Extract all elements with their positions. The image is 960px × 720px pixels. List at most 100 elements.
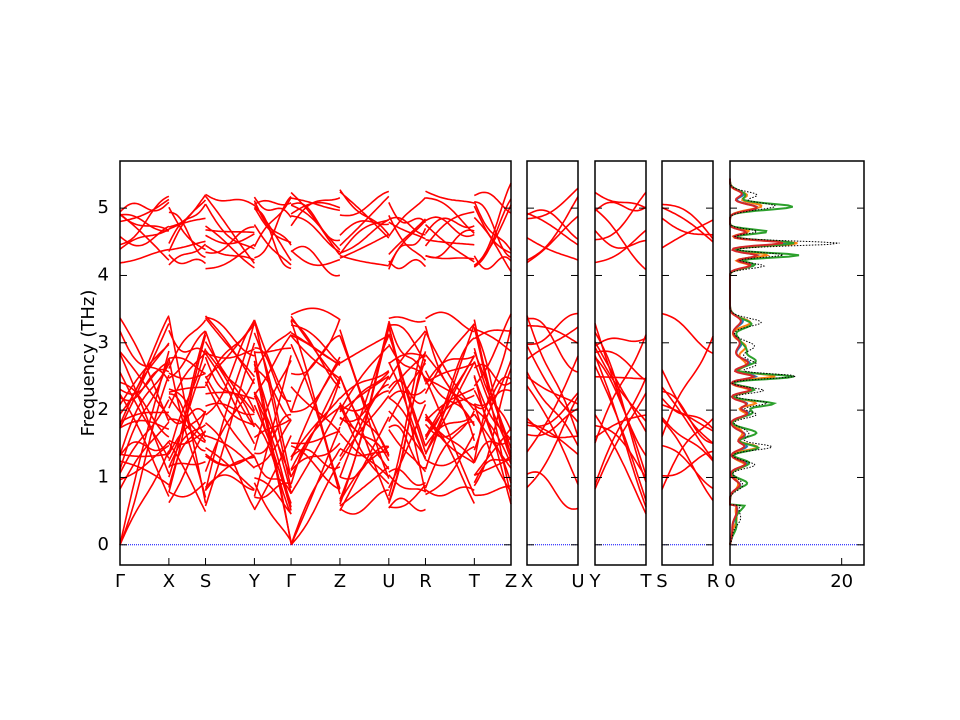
band-main-band-line xyxy=(473,329,511,340)
band-x-u-band-line xyxy=(526,215,579,264)
band-main-band-line xyxy=(119,201,170,213)
band-s-r-band-line xyxy=(661,386,714,460)
band-main-band-line xyxy=(119,381,170,438)
band-s-r-band-line xyxy=(662,450,714,477)
band-x-u-frame xyxy=(526,160,579,566)
band-main-band-line xyxy=(339,445,389,480)
band-y-t-band-line xyxy=(594,201,647,212)
band-main-band-line xyxy=(119,421,170,490)
band-main-band-line xyxy=(205,243,255,270)
band-main-band-line xyxy=(339,190,390,217)
band-main-band-line xyxy=(473,389,512,505)
band-main-band-line xyxy=(425,486,475,497)
band-main-band-line xyxy=(339,233,390,259)
band-main-band-line xyxy=(119,195,170,246)
band-main-band-line xyxy=(204,203,255,250)
band-main-x-label: X xyxy=(163,571,175,592)
band-y-t-band-line xyxy=(594,337,647,347)
band-main-band-line xyxy=(119,419,170,431)
band-y-t-band-line xyxy=(594,331,647,483)
band-main-band-line xyxy=(205,316,255,357)
band-main-band-line xyxy=(204,422,256,510)
band-y-t-band-line xyxy=(594,377,647,485)
band-main-band-line xyxy=(119,368,170,402)
band-main-band-line xyxy=(339,370,390,400)
band-main-band-line xyxy=(168,330,206,379)
band-main-band-line xyxy=(204,456,255,491)
band-main-band-line xyxy=(424,378,476,496)
band-main-band-line xyxy=(290,249,341,267)
y-tick-label: 0 xyxy=(98,534,109,555)
band-main-band-line xyxy=(119,453,169,458)
band-main-band-line xyxy=(254,195,292,259)
band-main-band-line xyxy=(473,408,512,465)
dos-x-label: 0 xyxy=(724,571,735,592)
band-main-band-line xyxy=(168,243,207,266)
y-tick-label: 3 xyxy=(98,332,109,353)
band-main-band-line xyxy=(290,324,341,365)
band-main-band-line xyxy=(205,402,255,416)
band-main-band-line xyxy=(388,330,427,381)
band-main-x-label: R xyxy=(419,571,432,592)
band-main-band-line xyxy=(424,416,475,464)
band-main-band-line xyxy=(204,341,256,414)
band-main-band-line xyxy=(204,378,256,472)
band-main-band-line xyxy=(168,319,207,369)
band-main-band-line xyxy=(388,324,427,493)
band-main-band-line xyxy=(205,225,255,269)
band-x-u-x-label: U xyxy=(571,571,584,592)
band-x-u-band-line xyxy=(526,417,579,439)
band-main-band-line xyxy=(204,375,255,427)
band-main-band-line xyxy=(119,399,170,474)
band-main-band-line xyxy=(168,418,206,443)
band-main-band-line xyxy=(388,484,427,509)
plot-frames xyxy=(119,160,865,566)
band-main-band-line xyxy=(253,360,292,451)
band-main-band-line xyxy=(290,334,341,376)
band-main-band-line xyxy=(473,216,512,272)
band-y-t-band-line xyxy=(594,356,647,457)
band-main-band-line xyxy=(388,468,426,486)
band-main-x-label: Y xyxy=(248,571,261,592)
band-main-band-line xyxy=(168,430,207,504)
band-main-band-line xyxy=(339,191,390,239)
band-main-band-line xyxy=(253,196,292,218)
y-tick-label: 5 xyxy=(98,197,109,218)
band-main-x-label: Γ xyxy=(115,571,125,592)
band-main-band-line xyxy=(168,372,206,380)
band-s-r-x-label: R xyxy=(707,571,720,592)
band-main-band-line xyxy=(339,329,390,457)
band-main-band-line xyxy=(424,355,475,455)
band-main-band-line xyxy=(388,397,427,460)
band-main-band-line xyxy=(473,255,512,270)
band-main-band-line xyxy=(254,413,292,455)
band-main-band-line xyxy=(424,361,476,454)
band-main-band-line xyxy=(388,497,426,512)
band-main-band-line xyxy=(473,347,512,432)
band-main-band-line xyxy=(205,233,255,245)
band-main-band-line xyxy=(290,197,341,212)
band-main-band-line xyxy=(425,311,475,333)
band-main-band-line xyxy=(388,221,426,240)
band-main-band-line xyxy=(168,199,207,252)
band-y-t-band-line xyxy=(594,414,647,515)
band-main-band-line xyxy=(425,445,475,467)
band-main-band-line xyxy=(290,245,341,277)
band-s-r-band-line xyxy=(661,369,714,444)
band-main-band-line xyxy=(425,433,475,496)
band-main-band-line xyxy=(290,307,341,321)
band-main-band-line xyxy=(119,343,170,406)
band-s-r-band-line xyxy=(661,419,714,501)
band-main-band-line xyxy=(424,217,475,235)
band-main-band-line xyxy=(474,328,512,353)
band-s-r-frame xyxy=(661,160,714,566)
dos-series-total xyxy=(729,178,840,545)
band-main-band-line xyxy=(290,215,341,253)
band-main-band-line xyxy=(119,323,170,429)
band-y-t-x-label: T xyxy=(640,571,653,592)
dos-x-label: 20 xyxy=(830,571,853,592)
band-main-band-line xyxy=(290,343,341,495)
band-s-r-x-label: S xyxy=(656,571,667,592)
band-main-band-line xyxy=(388,227,427,270)
band-main-band-line xyxy=(425,229,475,259)
